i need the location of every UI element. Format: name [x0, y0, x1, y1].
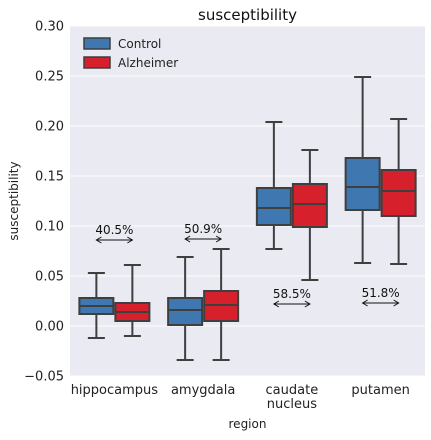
legend-label-control: Control	[118, 37, 161, 51]
percent-annotation: 50.9%	[184, 222, 223, 243]
arrowhead-right	[215, 235, 223, 243]
x-tick-labels: hippocampus amygdala caudate nucleus putamen	[71, 383, 410, 412]
box-iqr	[344, 157, 381, 211]
arrowhead-left	[95, 236, 102, 244]
percent-annotation: 58.5%	[272, 287, 311, 308]
x-tick-label: hippocampus	[71, 383, 159, 398]
box-iqr	[291, 183, 328, 228]
percent-annotation: 51.8%	[361, 286, 400, 307]
x-tick-label: amygdala	[171, 383, 235, 398]
box-alzheimer-2	[291, 149, 328, 281]
x-tick-label-line: amygdala	[171, 383, 235, 398]
arrowhead-left	[361, 299, 368, 307]
box-control-0	[78, 272, 115, 339]
box-control-2	[255, 121, 292, 250]
x-tick-label-line: hippocampus	[71, 383, 159, 398]
legend-label-alzheimer: Alzheimer	[118, 56, 178, 70]
arrowhead-right	[393, 299, 400, 307]
box-iqr	[167, 297, 204, 326]
box-control-1	[167, 256, 204, 361]
percent-annotation: 40.5%	[95, 223, 134, 244]
box-alzheimer-0	[114, 264, 151, 337]
chart-title: susceptibility	[198, 6, 297, 24]
y-tick-label: 0.20	[35, 120, 64, 135]
arrowhead-left	[272, 300, 280, 308]
y-axis-label: susceptibility	[7, 161, 21, 240]
box-alzheimer-3	[380, 118, 417, 265]
y-tick-label: 0.05	[35, 270, 64, 285]
percent-label: 58.5%	[273, 287, 311, 301]
percent-label: 40.5%	[95, 223, 133, 237]
box-series	[78, 76, 417, 361]
y-tick-label: 0.25	[35, 70, 64, 85]
x-tick-label-line: nucleus	[267, 397, 317, 412]
box-control-3	[344, 76, 381, 264]
y-tick-label: 0.30	[35, 20, 64, 35]
box-alzheimer-1	[203, 248, 240, 361]
y-tick-label: −0.05	[24, 370, 64, 385]
percent-label: 50.9%	[184, 222, 222, 236]
legend-swatch-alzheimer	[83, 56, 111, 69]
y-tick-label: 0.10	[35, 220, 64, 235]
percent-label: 51.8%	[362, 286, 400, 300]
annotations: 40.5% 50.9% 58.5% 51.8%	[95, 222, 400, 308]
x-tick-label: caudate nucleus	[266, 383, 319, 412]
x-tick-label-line: putamen	[351, 383, 409, 398]
x-tick-label-line: caudate	[266, 383, 319, 398]
arrowhead-right	[127, 236, 134, 244]
y-tick-label: 0.00	[35, 320, 64, 335]
legend: Control Alzheimer	[83, 37, 178, 70]
x-axis-label: region	[229, 417, 267, 431]
y-tick-labels: −0.05 0.00 0.05 0.10 0.15 0.20 0.25 0.30	[24, 20, 64, 385]
box-iqr	[255, 187, 292, 226]
box-iqr	[380, 169, 417, 217]
arrowhead-right	[304, 300, 311, 308]
arrowhead-left	[184, 235, 191, 243]
y-tick-label: 0.15	[35, 170, 64, 185]
x-tick-label: putamen	[351, 383, 409, 398]
legend-swatch-control	[83, 37, 111, 50]
